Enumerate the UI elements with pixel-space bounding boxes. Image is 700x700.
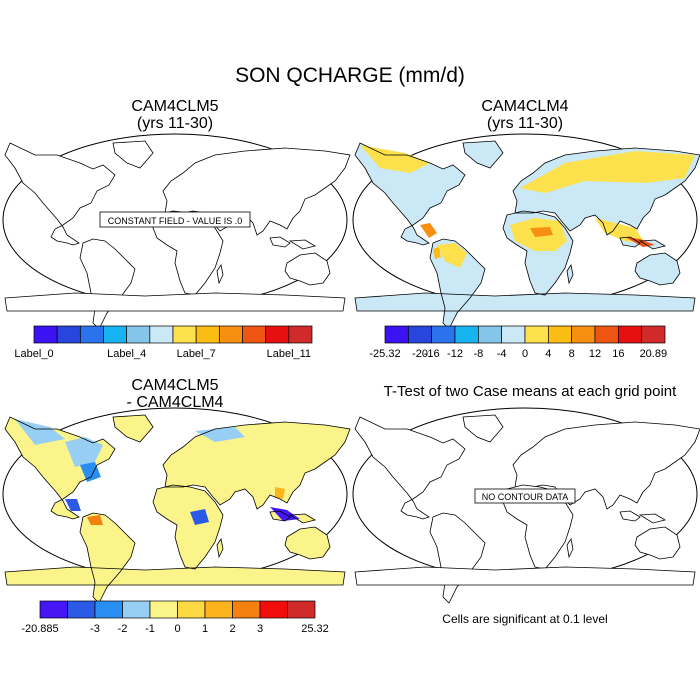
panel3-colorbar-swatch-8 bbox=[259, 600, 288, 619]
p3-region-canada bbox=[65, 437, 103, 467]
panel2-colorbar-swatch-4 bbox=[477, 325, 503, 344]
p2-region-amazon bbox=[437, 243, 467, 268]
p3-region-russia bbox=[195, 427, 245, 442]
panel3-colorbar-swatch-2 bbox=[94, 600, 123, 619]
panel1-title-line2: (yrs 11-30) bbox=[136, 115, 214, 132]
panel2-colorbar-swatch-8 bbox=[571, 325, 596, 344]
panel4-message-box bbox=[474, 488, 576, 504]
panel3-colorbar-swatch-9 bbox=[287, 600, 316, 619]
panel3-colorbar-swatch-3 bbox=[122, 600, 151, 619]
panel2-colorbar-tick-label-9: 12 bbox=[589, 348, 601, 360]
panel2-colorbar-tick-label-5: -4 bbox=[497, 348, 507, 360]
panel2-colorbar-swatch-10 bbox=[617, 325, 643, 344]
panel2-colorbar-tick-label-11: 20.89 bbox=[640, 348, 668, 360]
panel1-colorbar-tick-label-0: Label_0 bbox=[14, 348, 53, 360]
panel1-colorbar-swatch-1 bbox=[56, 325, 81, 344]
panel1-colorbar: Label_0 Label_4 Label_7 Label_11 bbox=[14, 325, 313, 360]
panel2-colorbar-tick-label-2: -16 bbox=[424, 348, 440, 360]
panel1-colorbar-swatch-11 bbox=[288, 325, 313, 344]
panel2-colorbar-swatch-7 bbox=[547, 325, 573, 344]
panel1-title: CAM4CLM5 (yrs 11-30) bbox=[75, 98, 275, 132]
panel1-message: CONSTANT FIELD - VALUE IS .0 bbox=[108, 216, 243, 226]
p3-region-central-africa bbox=[190, 509, 209, 525]
panel2-colorbar-tick-label-6: 0 bbox=[522, 348, 528, 360]
panel3-colorbar-tick-label-4: 0 bbox=[174, 623, 180, 635]
panel2-colorbar-swatch-3 bbox=[454, 325, 479, 344]
panel4-message: NO CONTOUR DATA bbox=[482, 492, 569, 502]
p2-region-west-africa bbox=[530, 227, 553, 237]
p3-region-amazon bbox=[87, 515, 103, 525]
panel3-colorbar-swatch-5 bbox=[177, 600, 206, 619]
panel1-title-line1: CAM4CLM5 bbox=[131, 98, 219, 115]
panel1-colorbar-swatch-5 bbox=[149, 325, 174, 344]
panel3-colorbar-tick-label-1: -3 bbox=[90, 623, 100, 635]
panel3-title-line1: CAM4CLM5 bbox=[131, 377, 219, 394]
panel3-colorbar-tick-label-6: 2 bbox=[229, 623, 235, 635]
p2-region-central-america bbox=[420, 223, 437, 238]
panel3-title: CAM4CLM5 - CAM4CLM4 bbox=[75, 377, 275, 411]
p2-region-andes bbox=[433, 247, 441, 259]
panel3-colorbar-tick-label-8: 25.32 bbox=[301, 623, 329, 635]
panel1-colorbar-swatch-0 bbox=[33, 325, 58, 344]
panel2-colorbar-swatch-9 bbox=[594, 325, 619, 344]
panel1-colorbar-tick-label-2: Label_7 bbox=[177, 348, 216, 360]
panel3-colorbar-tick-label-3: -1 bbox=[145, 623, 155, 635]
panel4-footnote: Cells are significant at 0.1 level bbox=[442, 612, 608, 626]
panel1-colorbar-swatch-7 bbox=[195, 325, 220, 344]
panel2-colorbar-tick-label-4: -8 bbox=[473, 348, 483, 360]
panel1-colorbar-swatch-9 bbox=[242, 325, 267, 344]
panel3-title-line2: - CAM4CLM4 bbox=[126, 394, 224, 411]
panel2-field bbox=[354, 140, 700, 330]
panel1-colorbar-swatch-10 bbox=[265, 325, 290, 344]
panel3-field bbox=[4, 414, 351, 604]
panel2-colorbar-tick-label-7: 4 bbox=[545, 348, 551, 360]
panel3-colorbar-swatch-1 bbox=[67, 600, 96, 619]
p2-region-south-asia bbox=[595, 218, 645, 243]
panel2-colorbar-tick-label-0: -25.32 bbox=[369, 348, 400, 360]
panel3-colorbar-swatch-6 bbox=[204, 600, 233, 619]
panel1-colorbar-swatch-3 bbox=[103, 325, 128, 344]
panel3-colorbar-swatch-4 bbox=[149, 600, 178, 619]
panel3-colorbar-tick-label-7: 3 bbox=[257, 623, 263, 635]
panel3-colorbar: -20.885 -3 -2 -1 0 1 2 3 25.32 bbox=[21, 600, 329, 635]
panel1-colorbar-tick-label-3: Label_11 bbox=[267, 348, 311, 360]
panel2-colorbar-tick-label-3: -12 bbox=[447, 348, 463, 360]
panel3-colorbar-tick-label-5: 1 bbox=[202, 623, 208, 635]
panel2-title-line1: CAM4CLM4 bbox=[481, 98, 569, 115]
panel1-colorbar-swatch-6 bbox=[172, 325, 197, 344]
panel2-colorbar-swatch-1 bbox=[407, 325, 433, 344]
panel2-colorbar-swatch-2 bbox=[431, 325, 456, 344]
panel2-title: CAM4CLM4 (yrs 11-30) bbox=[425, 98, 625, 132]
panel2-colorbar: -25.32 -20-16 -12 -8 -4 0 4 8 12 16 20.89 bbox=[369, 325, 668, 360]
panel2-colorbar-tick-label-1: -20 bbox=[412, 348, 428, 360]
panel2-colorbar-tick-label-8: 8 bbox=[569, 348, 575, 360]
panel1-colorbar-swatch-4 bbox=[126, 325, 151, 344]
panel2-colorbar-swatch-11 bbox=[641, 325, 666, 344]
panel1-colorbar-swatch-8 bbox=[218, 325, 243, 344]
panel2-colorbar-swatch-5 bbox=[501, 325, 526, 344]
p2-region-maritime bbox=[625, 237, 655, 247]
panel1-colorbar-swatch-2 bbox=[79, 325, 104, 344]
panel4-title: T-Test of two Case means at each grid po… bbox=[383, 383, 677, 400]
panel3-colorbar-tick-label-0: -20.885 bbox=[21, 623, 58, 635]
panel3-colorbar-swatch-0 bbox=[39, 600, 68, 619]
panel1-message-box bbox=[99, 211, 251, 228]
panel3-colorbar-swatch-7 bbox=[232, 600, 261, 619]
panel2-colorbar-tick-label-10: 16 bbox=[612, 348, 624, 360]
panel1-colorbar-tick-label-1: Label_4 bbox=[107, 348, 146, 360]
p3-region-china bbox=[275, 487, 285, 499]
page-title: SON QCHARGE (mm/d) bbox=[235, 64, 465, 87]
p2-region-siberia bbox=[520, 151, 695, 193]
p2-region-alaska bbox=[360, 145, 430, 173]
panel2-colorbar-swatch-0 bbox=[384, 325, 409, 344]
panel3-colorbar-tick-label-2: -2 bbox=[118, 623, 128, 635]
p3-region-central-america bbox=[65, 499, 81, 511]
panel2-title-line2: (yrs 11-30) bbox=[486, 115, 564, 132]
panel2-colorbar-swatch-6 bbox=[524, 325, 549, 344]
